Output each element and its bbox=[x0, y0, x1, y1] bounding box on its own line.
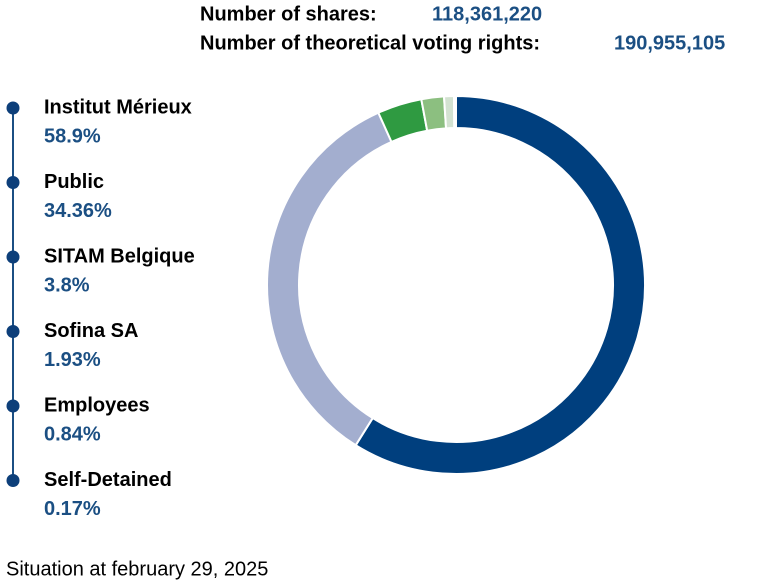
legend-dot bbox=[6, 101, 20, 115]
legend-dot bbox=[6, 250, 20, 264]
annotation-label: Number of theoretical voting rights: bbox=[200, 32, 540, 54]
legend-dot bbox=[6, 325, 20, 338]
annotation-value: 190,955,105 bbox=[614, 32, 725, 54]
legend-dot bbox=[6, 176, 20, 189]
donut-slice bbox=[354, 94, 646, 475]
legend-value: 1.93% bbox=[44, 349, 101, 371]
legend-label: Institut Mérieux bbox=[44, 96, 192, 118]
donut-slice bbox=[266, 111, 393, 447]
legend-value: 0.84% bbox=[44, 423, 101, 445]
legend-label: Self-Detained bbox=[44, 469, 172, 491]
legend-value: 34.36% bbox=[44, 200, 112, 222]
legend-dot bbox=[6, 474, 20, 487]
legend-label: Sofina SA bbox=[44, 320, 138, 342]
legend-label: Employees bbox=[44, 394, 150, 416]
donut-slice bbox=[442, 95, 456, 130]
legend-value: 58.9% bbox=[44, 125, 101, 147]
annotation-value: 118,361,220 bbox=[432, 3, 542, 25]
legend-label: Public bbox=[44, 171, 104, 193]
donut-slice bbox=[452, 94, 457, 130]
footnote: Situation at february 29, 2025 bbox=[6, 558, 268, 580]
annotation-label: Number of shares: bbox=[200, 3, 377, 25]
legend-value: 3.8% bbox=[44, 274, 90, 296]
legend-dot bbox=[6, 399, 20, 413]
legend-value: 0.17% bbox=[44, 498, 101, 520]
legend-label: SITAM Belgique bbox=[44, 245, 195, 267]
